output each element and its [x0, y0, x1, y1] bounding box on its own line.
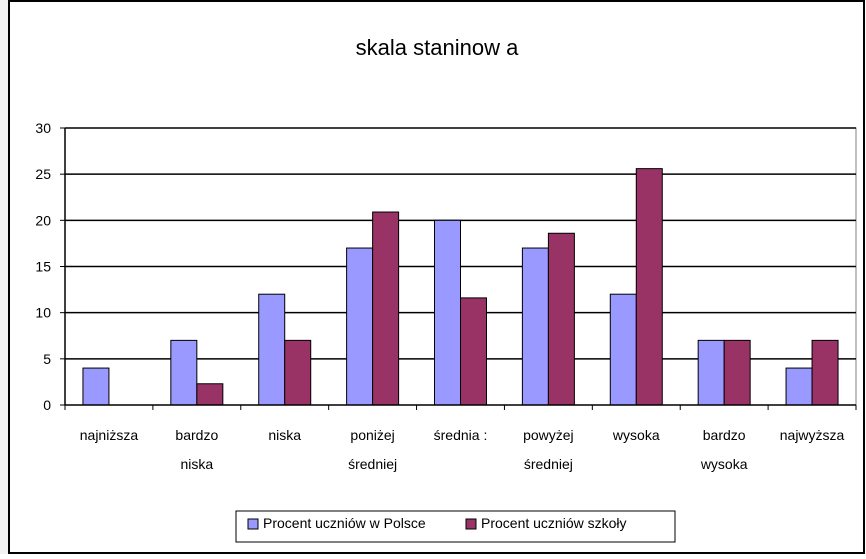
legend-label-series-1: Procent uczniów w Polsce — [263, 515, 426, 531]
y-tick-labels: 0 5 10 15 20 25 30 — [35, 120, 51, 413]
x-tick-label: niska — [180, 456, 213, 472]
x-tick-label: średniej — [348, 456, 397, 472]
bar-poland — [521, 247, 549, 406]
legend-swatch-series-2 — [465, 518, 477, 530]
bar-poland — [785, 367, 813, 406]
left-edge-strip — [0, 0, 9, 554]
bar-school — [196, 383, 224, 406]
bar-school — [547, 232, 575, 406]
x-tick-labels: najniższa bardzo niska niska poniżej średniej… — [80, 427, 845, 472]
x-tick-label: wysoka — [612, 427, 660, 443]
bar-school — [372, 211, 400, 406]
legend-swatch-series-1 — [247, 518, 259, 530]
y-tick-label: 15 — [35, 259, 51, 275]
legend-box — [235, 510, 676, 543]
bar-poland — [609, 293, 637, 406]
bar-school — [460, 297, 487, 406]
legend-label-series-2: Procent uczniów szkoły — [481, 515, 627, 531]
bar-school — [723, 339, 751, 406]
x-tick-label: najniższa — [80, 427, 139, 443]
x-tick-label: bardzo — [703, 427, 746, 443]
bar-school — [635, 168, 663, 406]
bar-poland — [82, 367, 110, 406]
bar-poland — [170, 339, 198, 406]
x-tick-label: powyżej — [523, 427, 574, 443]
bar-poland — [434, 219, 461, 406]
y-tick-label: 30 — [35, 120, 51, 136]
bar-poland — [346, 247, 374, 406]
y-tick-label: 5 — [43, 351, 51, 367]
bar-school — [811, 339, 839, 406]
axes — [60, 127, 857, 410]
bars — [82, 168, 839, 406]
x-tick-label: niska — [268, 427, 301, 443]
y-tick-label: 0 — [43, 397, 51, 413]
bar-poland — [697, 339, 725, 406]
chart-title: skala staninow a — [356, 35, 519, 60]
x-tick-label: najwyższa — [780, 427, 845, 443]
y-tick-label: 20 — [35, 212, 51, 228]
bar-school — [284, 339, 312, 406]
x-tick-label: średniej — [524, 456, 573, 472]
legend: Procent uczniów w Polsce Procent uczniów… — [235, 510, 676, 543]
x-tick-label: wysoka — [700, 456, 748, 472]
bar-poland — [258, 293, 286, 406]
x-tick-label: średnia : — [434, 427, 488, 443]
y-tick-label: 25 — [35, 166, 51, 182]
y-tick-label: 10 — [35, 305, 51, 321]
x-tick-label: poniżej — [350, 427, 394, 443]
x-tick-label: bardzo — [175, 427, 218, 443]
